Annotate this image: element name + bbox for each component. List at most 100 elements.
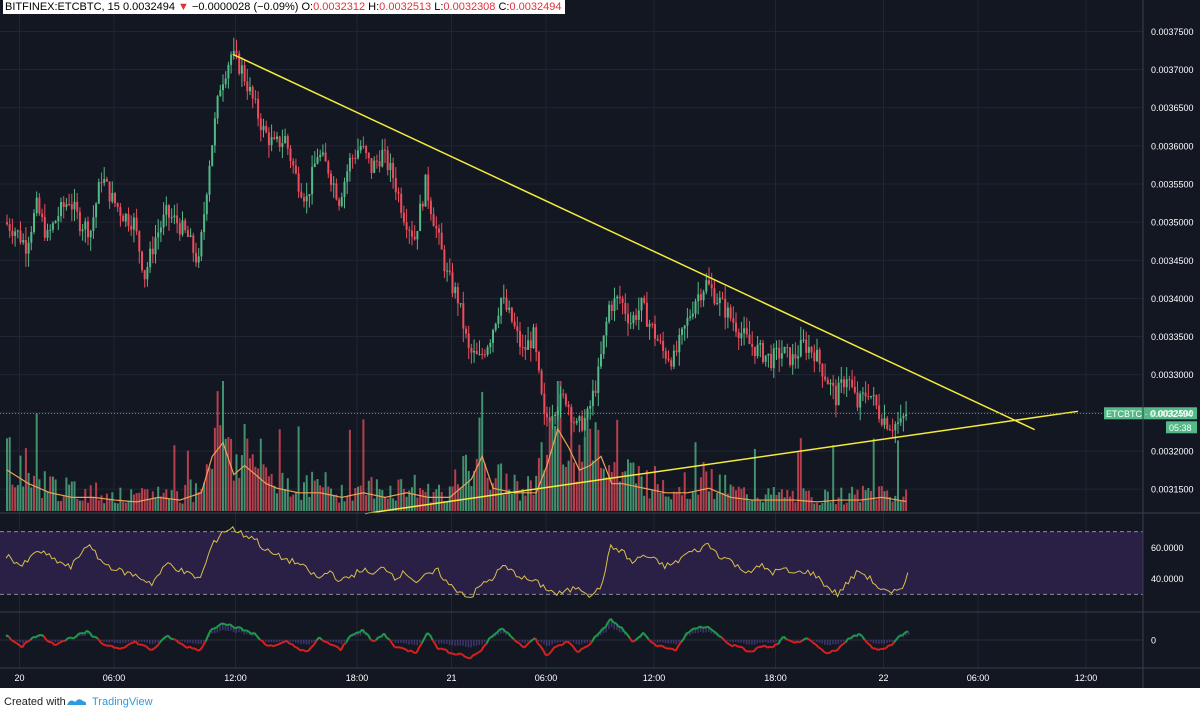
volume-bar (60, 500, 62, 511)
candle-body (402, 212, 405, 223)
macd-histogram-bar (586, 640, 588, 643)
macd-histogram-bar (184, 640, 186, 643)
macd-segment (375, 636, 380, 641)
candle-body (43, 216, 46, 238)
macd-histogram-bar (483, 640, 486, 643)
volume-bar (289, 496, 292, 511)
macd-histogram-bar (880, 640, 883, 644)
volume-bar (483, 463, 486, 511)
time-tick-label: 12:00 (643, 673, 666, 683)
macd-histogram-bar (751, 640, 753, 645)
macd-segment (496, 628, 501, 633)
macd-segment (366, 634, 372, 640)
candle-body (270, 137, 273, 146)
volume-bar (821, 502, 824, 511)
macd-histogram-bar (570, 640, 572, 642)
candle-body (702, 291, 705, 301)
volume-bar (100, 495, 103, 511)
candle-body (19, 230, 22, 243)
macd-histogram-bar (243, 630, 246, 635)
macd-segment (526, 641, 531, 646)
candle-body (816, 349, 818, 362)
macd-segment (415, 646, 421, 654)
macd-histogram-bar (713, 631, 715, 635)
candle-body (408, 229, 411, 231)
candle-body (346, 171, 349, 182)
volume-bar (294, 492, 297, 511)
tradingview-link[interactable]: TradingView (92, 696, 153, 708)
candle-body (429, 200, 432, 215)
candle-body (564, 394, 567, 405)
macd-histogram-bar (600, 632, 602, 636)
volume-bar (678, 487, 681, 511)
macd-histogram-bar (878, 640, 880, 645)
volume-bar (351, 500, 354, 511)
candle-body (189, 235, 192, 237)
macd-segment (54, 643, 58, 647)
volume-bar (397, 479, 400, 511)
macd-histogram-bar (411, 640, 413, 645)
volume-bar (616, 419, 619, 511)
price-tick-label: 0.0034000 (1151, 294, 1194, 304)
candle-body (103, 179, 106, 183)
macd-histogram-bar (562, 640, 564, 643)
candle-body (354, 157, 357, 159)
chart-header: BITFINEX:ETCBTC, 15 0.0032494 ▼ −0.00000… (3, 0, 566, 14)
macd-segment (204, 634, 210, 642)
macd-segment (391, 642, 396, 648)
candle-body (276, 136, 278, 139)
candle-body (589, 405, 592, 409)
volume-bar (33, 475, 35, 511)
candle-body (656, 338, 659, 341)
volume-bar (662, 480, 665, 511)
macd-segment (134, 640, 140, 646)
macd-histogram-bar (834, 640, 837, 645)
macd-segment (669, 647, 674, 651)
tradingview-logo-icon[interactable] (66, 696, 88, 711)
volume-ma-line (6, 427, 907, 503)
macd-segment (491, 633, 496, 638)
candle-body (375, 160, 378, 162)
macd-histogram-bar (24, 640, 27, 642)
macd-histogram-bar (438, 640, 440, 644)
macd-segment (261, 640, 266, 646)
chart-canvas[interactable]: ETCBTC · 0.0032494 05:38 0.0037500 0.00370… (0, 0, 1200, 688)
candle-body (151, 248, 154, 255)
volume-bar (516, 481, 519, 511)
candle-body (173, 215, 176, 218)
candle-body (875, 395, 878, 406)
macd-histogram-bar (14, 640, 16, 641)
candle-body (440, 232, 443, 250)
volume-bar (610, 472, 613, 511)
candle-body (454, 287, 457, 294)
time-tick-label: 20 (14, 673, 24, 683)
volume-bar (527, 476, 530, 511)
volume-bar (114, 502, 116, 511)
candle-body (697, 294, 700, 302)
volume-bar (654, 466, 656, 511)
axes: 0.0037500 0.0037000 0.0036500 0.0036000 0.00… (0, 0, 1200, 688)
macd-histogram-bar (124, 640, 127, 643)
macd-histogram-bar (559, 640, 561, 642)
candle-body (473, 350, 476, 353)
macd-segment (718, 635, 722, 639)
candle-body (168, 205, 170, 218)
macd-segment (715, 632, 720, 637)
macd-segment (577, 648, 582, 654)
candle-body (203, 214, 206, 233)
open-label: O: (301, 1, 314, 13)
macd-segment (756, 645, 760, 649)
macd-segment (866, 642, 871, 646)
candle-body (111, 192, 114, 202)
volume-bar (400, 479, 403, 511)
volume-bar (381, 490, 384, 511)
macd-histogram-bar (381, 636, 383, 638)
macd-histogram-bar (440, 640, 443, 644)
candle-body (880, 418, 883, 425)
countdown-bg (1166, 421, 1197, 434)
macd-segment (445, 648, 450, 654)
candle-body (640, 297, 643, 311)
candle-body (370, 158, 373, 173)
volume-bar (402, 488, 405, 511)
volume-bar (224, 438, 227, 511)
